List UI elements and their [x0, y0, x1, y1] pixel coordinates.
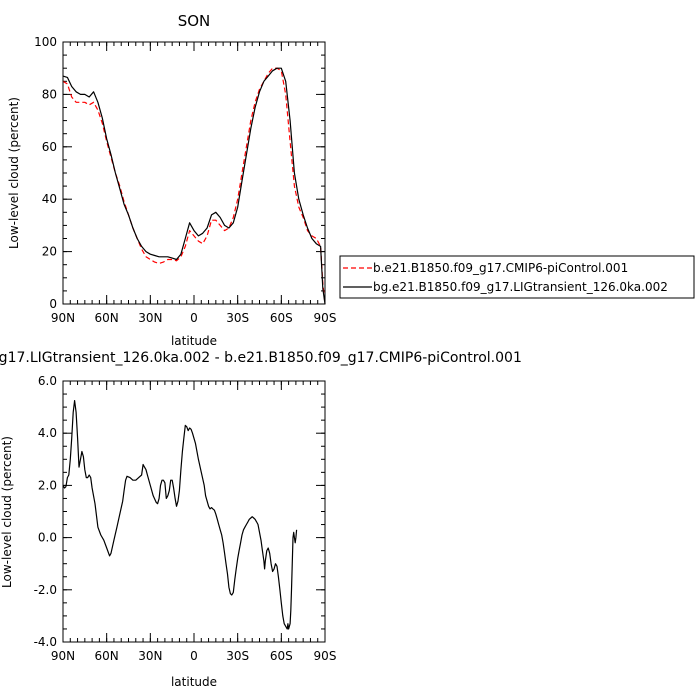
bottom-x-tick-label: 60N: [95, 649, 119, 663]
top-x-tick-label: 30N: [138, 311, 162, 325]
top-x-tick-label: 90S: [314, 311, 337, 325]
bottom-y-tick-label: -4.0: [34, 635, 57, 649]
legend: b.e21.B1850.f09_g17.CMIP6-piControl.001 …: [339, 255, 695, 299]
bottom-panel: bg.e21.B1850.f09_g17.LIGtransient_126.0k…: [0, 350, 522, 689]
top-x-axis-label: latitude: [171, 334, 217, 348]
bottom-x-tick-label: 0: [190, 649, 198, 663]
bottom-y-tick-label: 4.0: [38, 426, 57, 440]
bottom-x-tick-label: 30S: [226, 649, 249, 663]
top-panel: SON Low-level cloud (percent) latitude 9…: [7, 12, 336, 348]
bottom-plot-frame: [62, 380, 326, 643]
bottom-x-tick-label: 90S: [314, 649, 337, 663]
bottom-y-axis-label: Low-level cloud (percent): [0, 436, 14, 588]
top-chart-title: SON: [178, 12, 211, 30]
top-y-tick-label: 0: [49, 297, 57, 311]
top-x-tick-label: 60S: [270, 311, 293, 325]
legend-box: [339, 255, 695, 299]
top-axis-ticks: 90N 60N 30N 0 30S 60S 90S 0 20 40 60 80 100: [34, 35, 336, 325]
bottom-x-tick-label: 30N: [138, 649, 162, 663]
top-x-tick-label: 0: [190, 311, 198, 325]
top-series-lines: [62, 67, 326, 305]
bottom-x-tick-label: 90N: [51, 649, 75, 663]
bottom-y-tick-label: 2.0: [38, 478, 57, 492]
top-x-tick-label: 30S: [226, 311, 249, 325]
top-x-tick-label: 60N: [95, 311, 119, 325]
top-plot-frame: [62, 41, 326, 305]
top-y-tick-label: 20: [42, 245, 57, 259]
top-y-axis-label: Low-level cloud (percent): [7, 97, 21, 249]
bottom-x-tick-label: 60S: [270, 649, 293, 663]
top-y-tick-label: 80: [42, 87, 57, 101]
bottom-series-lines: [62, 400, 298, 630]
top-y-tick-label: 60: [42, 140, 57, 154]
bottom-y-tick-label: -2.0: [34, 583, 57, 597]
bottom-axis-ticks: 90N 60N 30N 0 30S 60S 90S -4.0 -2.0 0.0 2.0 4.0 6.0: [34, 374, 337, 663]
top-series-line-1: [62, 67, 326, 305]
top-x-tick-label: 90N: [51, 311, 75, 325]
top-y-tick-label: 40: [42, 192, 57, 206]
legend-label-ligtransient: bg.e21.B1850.f09_g17.LIGtransient_126.0k…: [373, 280, 668, 294]
bottom-y-tick-label: 6.0: [38, 374, 57, 388]
bottom-series-line-0: [62, 400, 298, 630]
top-y-tick-label: 100: [34, 35, 57, 49]
bottom-y-tick-label: 0.0: [38, 531, 57, 545]
bottom-x-axis-label: latitude: [171, 675, 217, 689]
bottom-chart-title: bg.e21.B1850.f09_g17.LIGtransient_126.0k…: [0, 350, 522, 366]
legend-label-picontrol: b.e21.B1850.f09_g17.CMIP6-piControl.001: [373, 261, 628, 275]
top-series-line-0: [62, 67, 326, 305]
